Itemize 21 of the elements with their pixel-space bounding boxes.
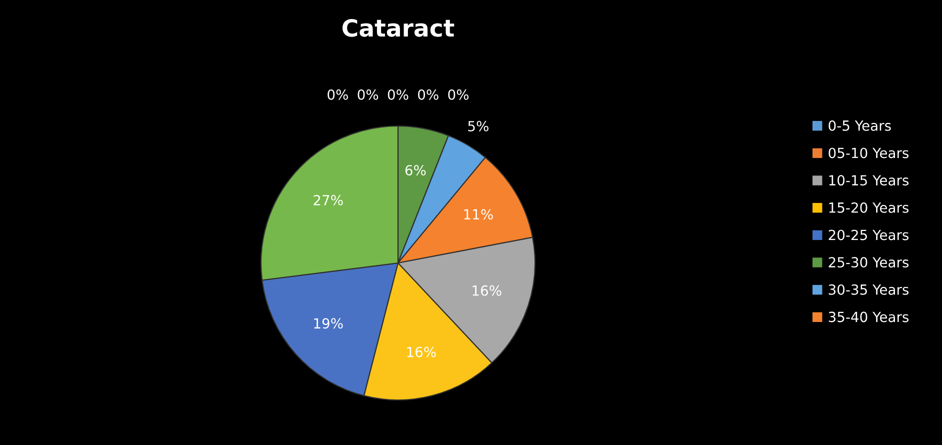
data-label: 16%	[407, 346, 436, 358]
text: 0%	[388, 89, 408, 100]
text: 0%	[448, 89, 469, 100]
legend-label: 30-35 Years	[828, 284, 909, 295]
legend-label: 25-30 Years	[828, 257, 909, 268]
legend-label: 35-40 Years	[828, 312, 909, 322]
text: 0%	[328, 89, 348, 100]
legend-label: 05-10 Years	[828, 148, 909, 158]
data-label: 5%	[468, 120, 488, 132]
data-label: 16%	[472, 285, 502, 296]
data-label: 27%	[314, 194, 343, 206]
chart-title: Cataract	[342, 18, 454, 37]
text: 0%	[358, 89, 378, 100]
data-label: 19%	[314, 318, 343, 329]
legend-label: 10-15 Years	[829, 175, 909, 186]
text: 0%	[418, 89, 438, 100]
legend-label: 15-20 Years	[829, 202, 909, 213]
data-label: 6%	[405, 165, 426, 176]
legend-label: 20-25 Years	[828, 230, 909, 240]
legend-label: 0-5 Years	[828, 120, 891, 131]
data-label: 11%	[464, 209, 493, 220]
